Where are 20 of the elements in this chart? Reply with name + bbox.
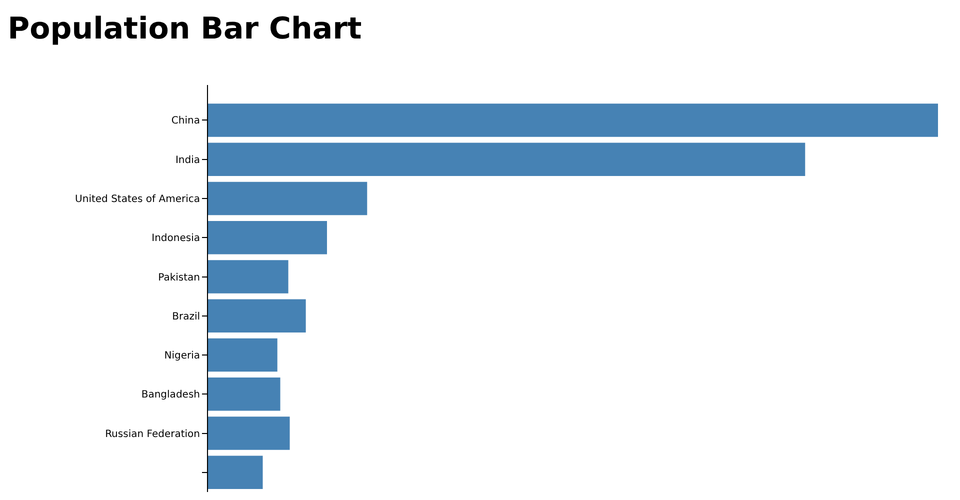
bar bbox=[208, 142, 806, 176]
bar bbox=[208, 104, 938, 137]
y-tick-label: Indonesia bbox=[152, 233, 200, 244]
y-tick-label: United States of America bbox=[75, 194, 200, 205]
y-tick-label: India bbox=[175, 154, 200, 166]
y-tick-label: Pakistan bbox=[158, 272, 200, 284]
bar bbox=[208, 182, 368, 216]
chart-title: Population Bar Chart bbox=[8, 12, 362, 46]
bar bbox=[208, 299, 306, 333]
bar bbox=[208, 260, 288, 294]
y-tick-label: China bbox=[171, 116, 200, 127]
y-tick-label: Russian Federation bbox=[105, 428, 200, 440]
bar bbox=[208, 338, 278, 372]
bar bbox=[208, 378, 280, 411]
bar bbox=[208, 416, 290, 450]
y-tick-label: Nigeria bbox=[164, 350, 200, 362]
bar bbox=[208, 456, 263, 490]
y-tick-label: Brazil bbox=[172, 311, 200, 322]
bar bbox=[208, 220, 327, 254]
y-tick-label: Bangladesh bbox=[141, 390, 200, 401]
